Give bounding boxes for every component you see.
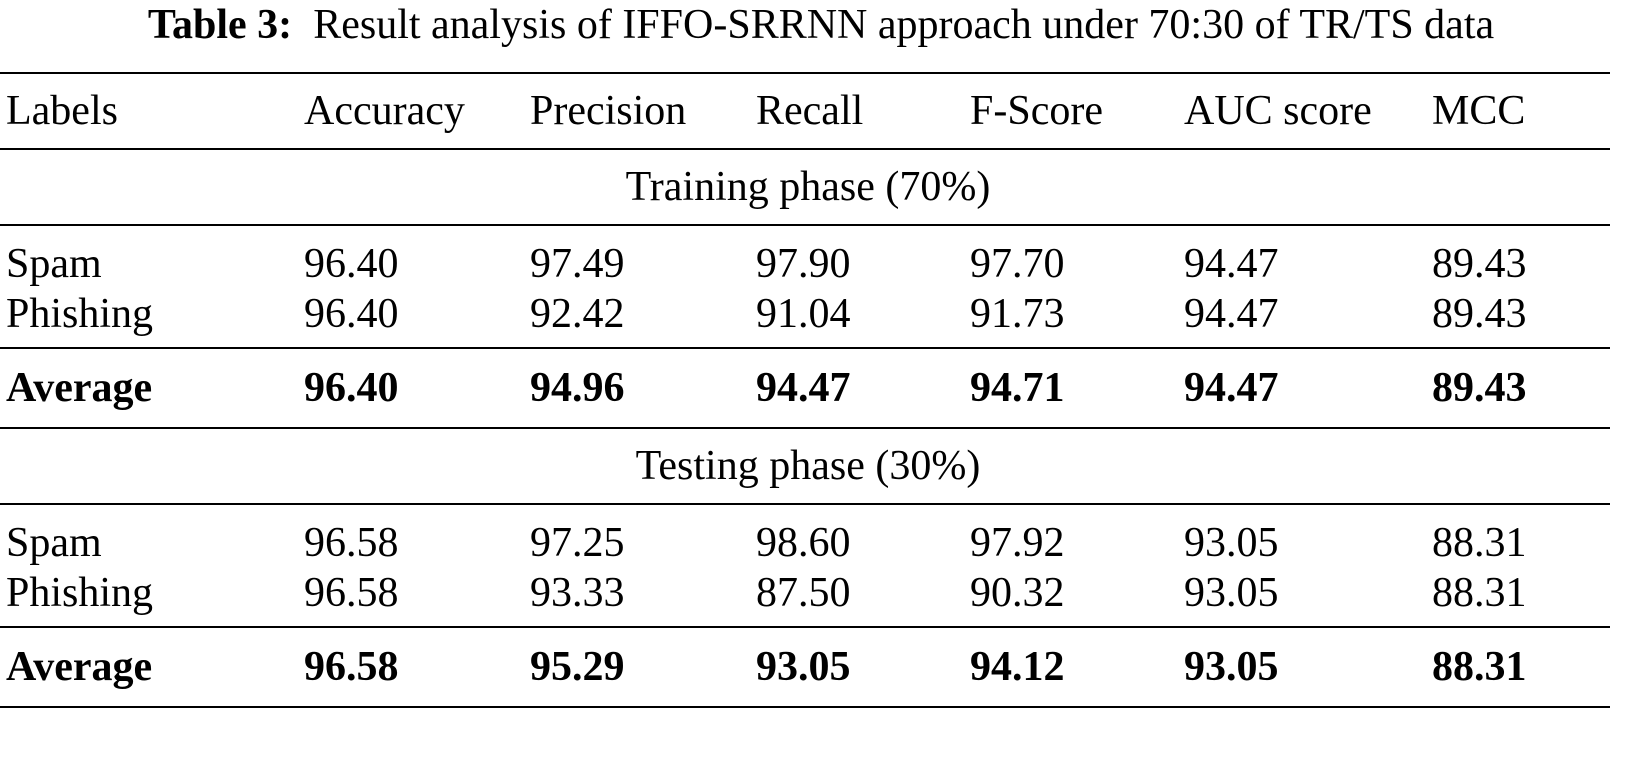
cell-accuracy: 96.40	[304, 241, 399, 287]
cell-mcc: 89.43	[1432, 241, 1527, 287]
cell-precision: 92.42	[530, 290, 625, 337]
table-title: Result analysis of IFFO-SRRNN approach u…	[313, 2, 1495, 48]
cell-accuracy: 96.40	[304, 290, 399, 337]
cell-mcc: 89.43	[1432, 365, 1527, 411]
cell-mcc: 89.43	[1432, 290, 1527, 337]
cell-accuracy: 96.40	[304, 365, 399, 411]
cell-recall: 94.47	[756, 365, 851, 411]
header-row: Labels Accuracy Precision Recall F-Score…	[0, 73, 1610, 149]
header-accuracy: Accuracy	[304, 88, 465, 134]
cell-recall: 98.60	[756, 520, 851, 566]
cell-precision: 97.49	[530, 241, 625, 287]
cell-f-score: 97.92	[970, 520, 1065, 566]
cell-accuracy: 96.58	[304, 644, 399, 690]
cell-auc-score: 94.47	[1184, 290, 1279, 337]
header-mcc: MCC	[1432, 88, 1526, 134]
cell-f-score: 94.71	[970, 365, 1065, 411]
cell-accuracy: 96.58	[304, 520, 399, 566]
row-label: Average	[6, 644, 153, 690]
header-recall: Recall	[756, 88, 864, 134]
cell-precision: 95.29	[530, 644, 625, 690]
cell-recall: 87.50	[756, 569, 851, 616]
table-row: Spam 96.40 97.49 97.90 97.70 94.47 89.43	[0, 225, 1610, 288]
cell-auc-score: 93.05	[1184, 569, 1279, 616]
cell-precision: 94.96	[530, 365, 625, 411]
cell-recall: 97.90	[756, 241, 851, 287]
testing-average-row: Average 96.58 95.29 93.05 94.12 93.05 88…	[0, 627, 1610, 707]
row-label: Spam	[6, 241, 102, 287]
cell-recall: 91.04	[756, 290, 851, 337]
cell-precision: 97.25	[530, 520, 625, 566]
cell-f-score: 94.12	[970, 644, 1065, 690]
cell-recall: 93.05	[756, 644, 851, 690]
testing-phase-title: Testing phase (30%)	[635, 443, 981, 489]
cell-auc-score: 94.47	[1184, 365, 1279, 411]
cell-mcc: 88.31	[1432, 644, 1527, 690]
table-row: Spam 96.58 97.25 98.60 97.92 93.05 88.31	[0, 504, 1610, 567]
table-row: Phishing 96.40 92.42 91.04 91.73 94.47 8…	[0, 288, 1610, 348]
cell-accuracy: 96.58	[304, 569, 399, 616]
header-precision: Precision	[530, 88, 687, 134]
row-label: Phishing	[6, 569, 154, 616]
cell-f-score: 90.32	[970, 569, 1065, 616]
training-average-row: Average 96.40 94.96 94.47 94.71 94.47 89…	[0, 348, 1610, 428]
header-labels: Labels	[6, 88, 118, 134]
testing-phase-row: Testing phase (30%)	[0, 428, 1610, 504]
cell-f-score: 97.70	[970, 241, 1065, 287]
cell-auc-score: 94.47	[1184, 241, 1279, 287]
table-number: Table 3:	[147, 2, 293, 48]
cell-mcc: 88.31	[1432, 520, 1527, 566]
cell-mcc: 88.31	[1432, 569, 1527, 616]
cell-auc-score: 93.05	[1184, 520, 1279, 566]
cell-f-score: 91.73	[970, 290, 1065, 337]
row-label: Average	[6, 365, 153, 411]
row-label: Phishing	[6, 290, 154, 337]
table-caption: Table 3: Result analysis of IFFO-SRRNN a…	[0, 0, 1642, 60]
row-label: Spam	[6, 520, 102, 566]
cell-precision: 93.33	[530, 569, 625, 616]
training-phase-row: Training phase (70%)	[0, 149, 1610, 225]
training-phase-title: Training phase (70%)	[625, 164, 991, 210]
table-row: Phishing 96.58 93.33 87.50 90.32 93.05 8…	[0, 567, 1610, 627]
results-table: Labels Accuracy Precision Recall F-Score…	[0, 72, 1610, 708]
header-auc-score: AUC score	[1184, 88, 1372, 134]
header-f-score: F-Score	[970, 88, 1103, 134]
cell-auc-score: 93.05	[1184, 644, 1279, 690]
